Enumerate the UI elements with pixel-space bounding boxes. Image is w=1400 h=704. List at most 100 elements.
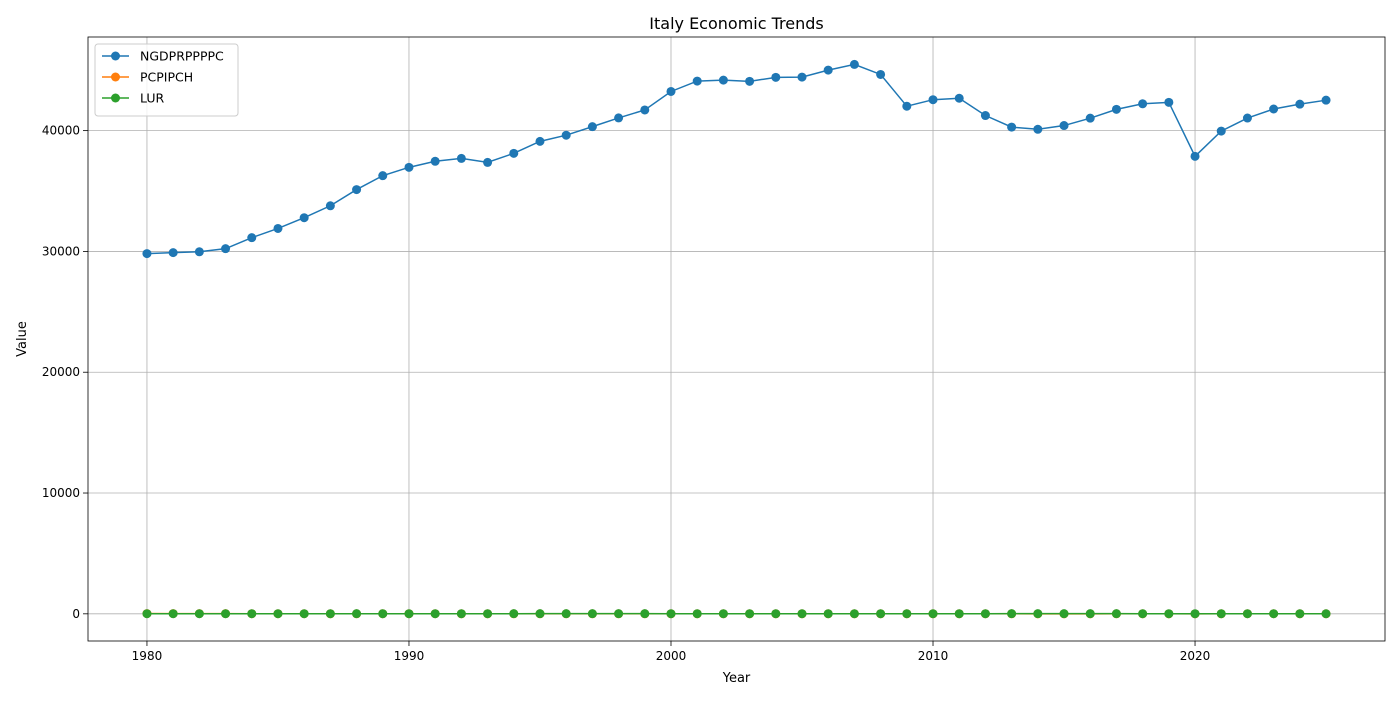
data-point-ngdprppppc xyxy=(1060,121,1069,130)
data-point-ngdprppppc xyxy=(798,73,807,82)
data-point-ngdprppppc xyxy=(1033,125,1042,134)
data-point-lur xyxy=(1086,609,1095,618)
data-point-lur xyxy=(745,609,754,618)
data-point-ngdprppppc xyxy=(1243,114,1252,123)
data-point-ngdprppppc xyxy=(824,66,833,75)
data-point-lur xyxy=(483,609,492,618)
data-point-ngdprppppc xyxy=(929,95,938,104)
data-point-lur xyxy=(1243,609,1252,618)
data-point-ngdprppppc xyxy=(221,244,230,253)
data-point-ngdprppppc xyxy=(981,111,990,120)
data-point-ngdprppppc xyxy=(535,137,544,146)
data-point-lur xyxy=(640,609,649,618)
data-point-ngdprppppc xyxy=(1138,99,1147,108)
data-point-lur xyxy=(247,609,256,618)
data-point-lur xyxy=(693,609,702,618)
data-point-lur xyxy=(1295,609,1304,618)
data-point-ngdprppppc xyxy=(850,60,859,69)
y-axis-label: Value xyxy=(15,321,30,357)
data-point-ngdprppppc xyxy=(457,154,466,163)
data-point-ngdprppppc xyxy=(902,102,911,111)
data-point-lur xyxy=(981,609,990,618)
data-point-lur xyxy=(1112,609,1121,618)
data-point-lur xyxy=(850,609,859,618)
data-point-lur xyxy=(300,609,309,618)
data-point-lur xyxy=(509,609,518,618)
y-tick-label: 0 xyxy=(72,607,80,621)
data-point-lur xyxy=(221,609,230,618)
data-point-ngdprppppc xyxy=(876,70,885,79)
x-tick-label: 1980 xyxy=(132,649,163,663)
data-point-ngdprppppc xyxy=(326,201,335,210)
plot-background xyxy=(88,37,1385,641)
legend-label: NGDPRPPPPC xyxy=(140,49,224,64)
data-point-ngdprppppc xyxy=(1112,105,1121,114)
data-point-ngdprppppc xyxy=(1322,96,1331,105)
data-point-ngdprppppc xyxy=(509,149,518,158)
x-axis-label: Year xyxy=(722,671,751,686)
data-point-ngdprppppc xyxy=(666,87,675,96)
data-point-ngdprppppc xyxy=(1164,98,1173,107)
y-tick-label: 40000 xyxy=(42,124,80,138)
x-tick-label: 1990 xyxy=(394,649,425,663)
legend-label: PCPIPCH xyxy=(140,70,193,85)
data-point-lur xyxy=(771,609,780,618)
data-point-ngdprppppc xyxy=(955,94,964,103)
legend-swatch-marker xyxy=(111,94,120,103)
data-point-ngdprppppc xyxy=(431,157,440,166)
data-point-lur xyxy=(1269,609,1278,618)
data-point-lur xyxy=(195,609,204,618)
data-point-lur xyxy=(431,609,440,618)
data-point-ngdprppppc xyxy=(1086,114,1095,123)
data-point-lur xyxy=(824,609,833,618)
data-point-lur xyxy=(326,609,335,618)
legend-swatch-marker xyxy=(111,52,120,61)
data-point-ngdprppppc xyxy=(1191,152,1200,161)
data-point-ngdprppppc xyxy=(273,224,282,233)
data-point-ngdprppppc xyxy=(1269,104,1278,113)
data-point-lur xyxy=(352,609,361,618)
data-point-lur xyxy=(929,609,938,618)
data-point-ngdprppppc xyxy=(1007,123,1016,132)
data-point-lur xyxy=(535,609,544,618)
data-point-lur xyxy=(955,609,964,618)
data-point-ngdprppppc xyxy=(640,105,649,114)
data-point-ngdprppppc xyxy=(195,247,204,256)
x-tick-label: 2000 xyxy=(656,649,687,663)
data-point-lur xyxy=(142,609,151,618)
x-tick-label: 2010 xyxy=(918,649,949,663)
data-point-lur xyxy=(1007,609,1016,618)
data-point-ngdprppppc xyxy=(588,122,597,131)
data-point-lur xyxy=(902,609,911,618)
data-point-lur xyxy=(457,609,466,618)
data-point-lur xyxy=(273,609,282,618)
data-point-lur xyxy=(1164,609,1173,618)
data-point-ngdprppppc xyxy=(693,77,702,86)
data-point-lur xyxy=(719,609,728,618)
legend-label: LUR xyxy=(140,91,164,106)
y-tick-label: 30000 xyxy=(42,244,80,258)
data-point-lur xyxy=(1060,609,1069,618)
data-point-ngdprppppc xyxy=(719,76,728,85)
data-point-ngdprppppc xyxy=(745,77,754,86)
y-tick-label: 10000 xyxy=(42,486,80,500)
data-point-lur xyxy=(562,609,571,618)
data-point-lur xyxy=(798,609,807,618)
data-point-ngdprppppc xyxy=(771,73,780,82)
data-point-ngdprppppc xyxy=(1217,127,1226,136)
data-point-ngdprppppc xyxy=(562,131,571,140)
data-point-ngdprppppc xyxy=(169,248,178,257)
data-point-ngdprppppc xyxy=(614,113,623,122)
y-axis-ticks: 0 10000 20000 30000 40000 xyxy=(42,124,88,621)
legend-swatch-marker xyxy=(111,73,120,82)
y-tick-label: 20000 xyxy=(42,365,80,379)
data-point-lur xyxy=(876,609,885,618)
data-point-ngdprppppc xyxy=(247,233,256,242)
data-point-lur xyxy=(1191,609,1200,618)
data-point-ngdprppppc xyxy=(483,158,492,167)
data-point-ngdprppppc xyxy=(1295,100,1304,109)
data-point-lur xyxy=(1138,609,1147,618)
